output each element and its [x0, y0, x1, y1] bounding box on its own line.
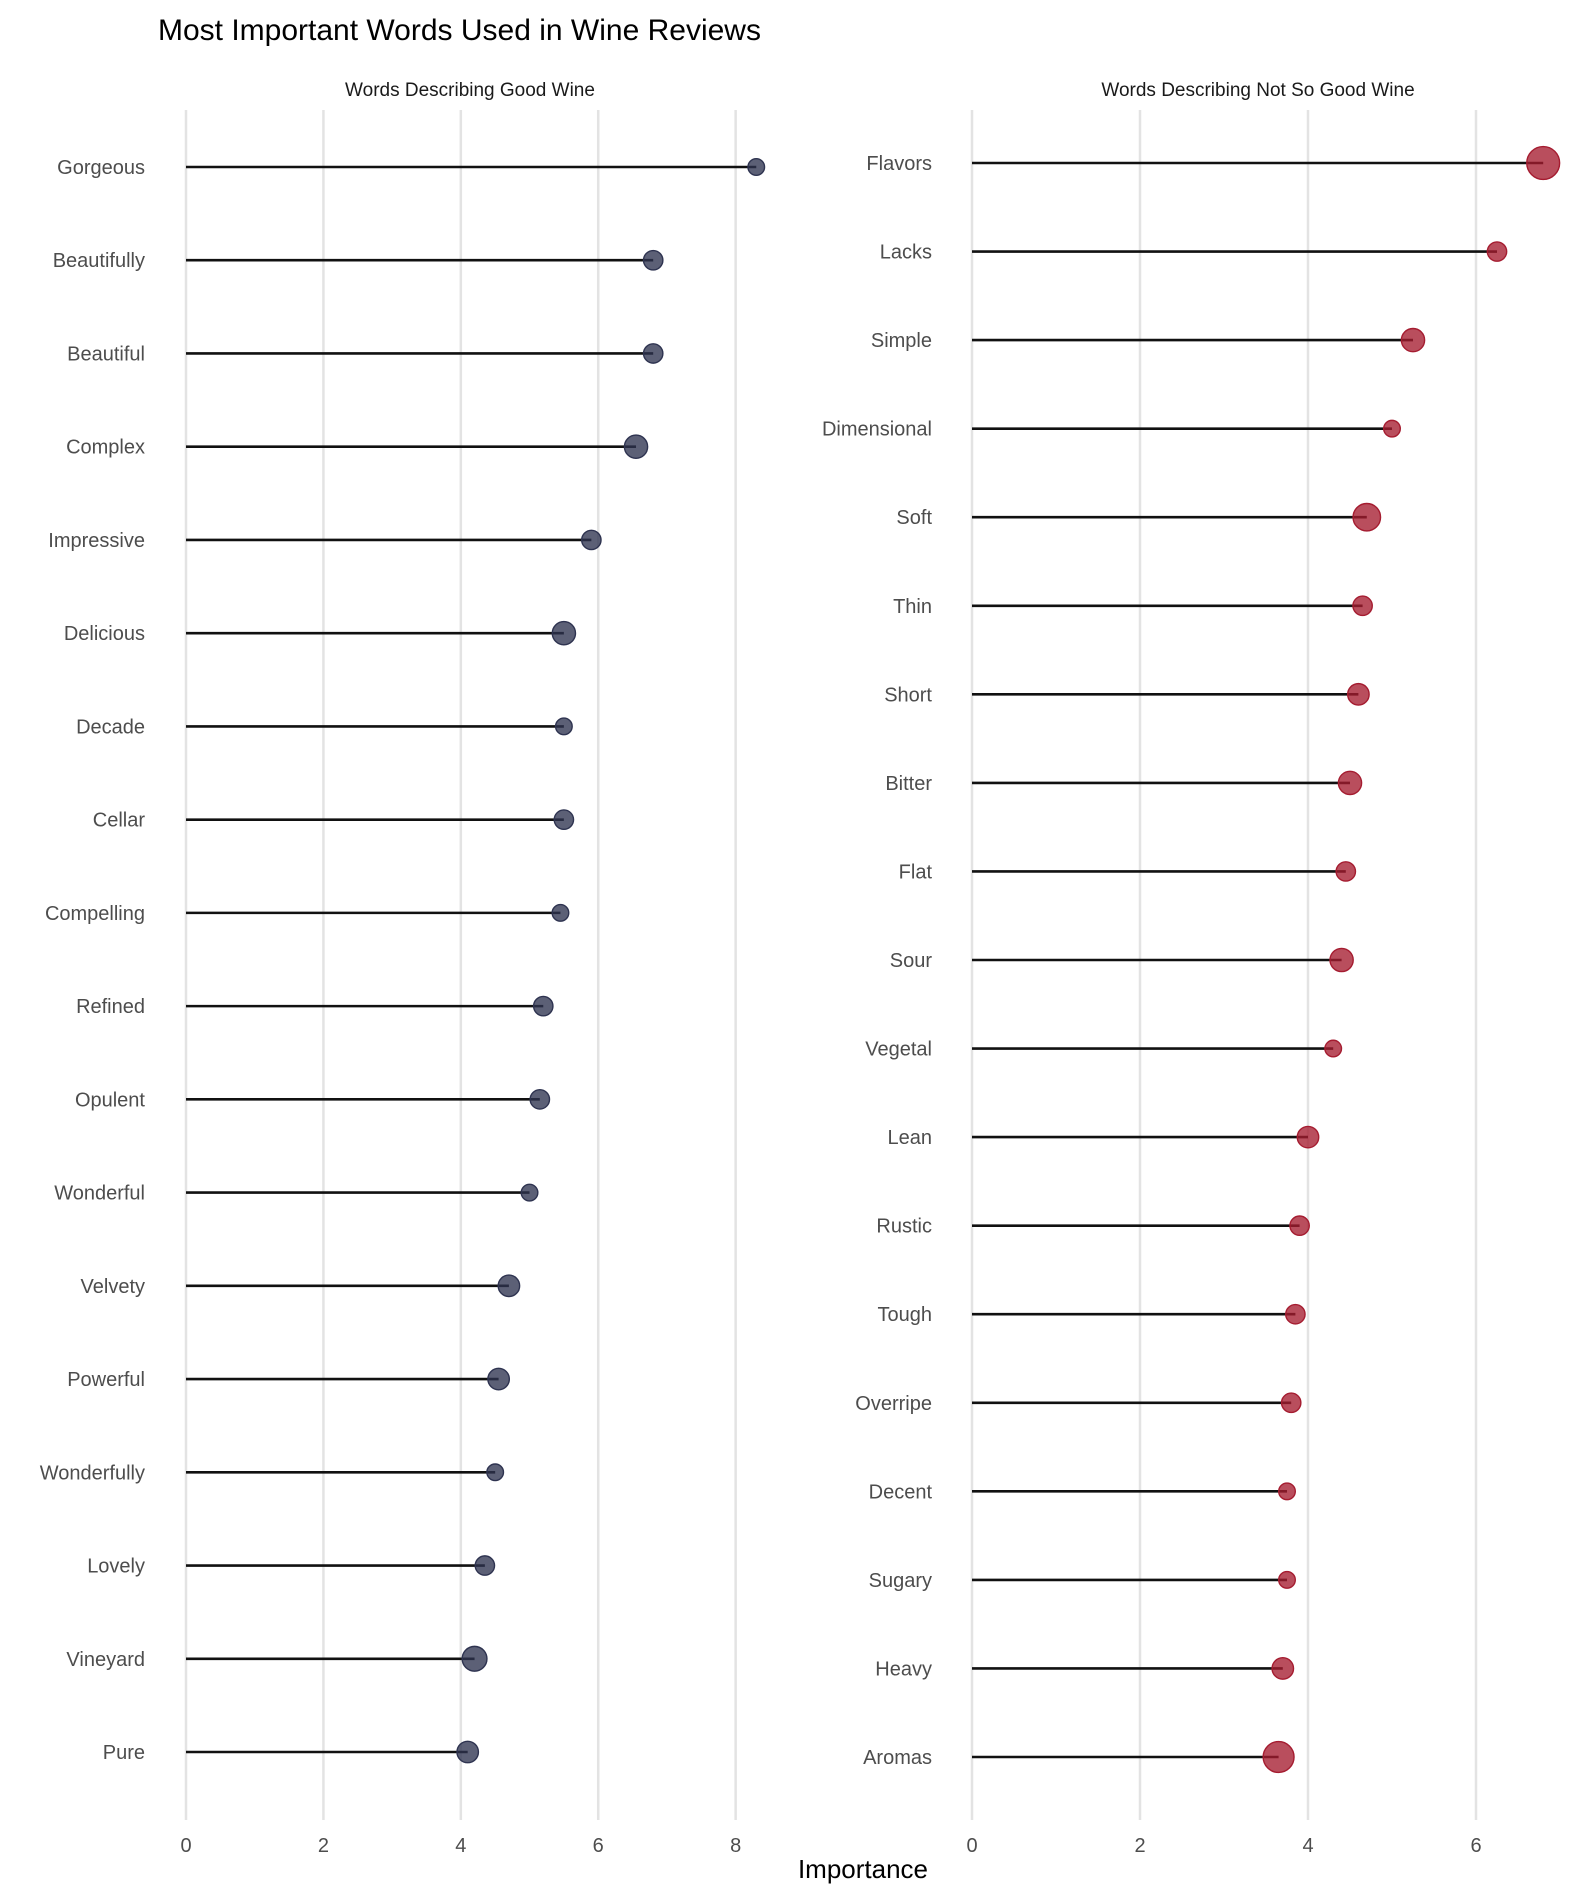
category-label: Powerful: [67, 1369, 145, 1391]
lollipop-point-pure: [456, 1740, 480, 1764]
x-tick-label: 2: [318, 1835, 329, 1857]
category-label: Flat: [899, 861, 933, 883]
category-label: Impressive: [48, 530, 145, 552]
lollipop-point-bitter: [1337, 770, 1363, 796]
lollipop-point-powerful: [487, 1367, 511, 1391]
lollipop-point-rustic: [1289, 1215, 1310, 1237]
lollipop-point-beautiful: [642, 343, 664, 364]
x-tick-label: 6: [593, 1835, 604, 1857]
x-tick-label: 6: [1470, 1835, 1481, 1857]
lollipop-point-wonderfully: [486, 1463, 505, 1482]
category-label: Opulent: [75, 1089, 145, 1111]
category-label: Lovely: [87, 1556, 145, 1578]
category-label: Tough: [878, 1304, 933, 1326]
lollipop-point-flat: [1335, 861, 1357, 882]
x-axis-title: Importance: [798, 1854, 928, 1884]
lollipop-point-heavy: [1271, 1657, 1295, 1680]
category-label: Short: [884, 684, 932, 706]
lollipop-point-complex: [623, 434, 649, 460]
lollipop-point-aromas: [1262, 1740, 1295, 1774]
category-label: Overripe: [855, 1393, 932, 1415]
x-tick-label: 4: [455, 1835, 466, 1857]
category-label: Wonderfully: [40, 1462, 145, 1484]
category-label: Heavy: [875, 1658, 932, 1680]
lollipop-point-lacks: [1486, 241, 1508, 262]
lollipop-point-refined: [532, 995, 554, 1017]
x-tick-label: 0: [966, 1835, 977, 1857]
category-label: Lacks: [880, 242, 932, 264]
lollipop-point-beautifully: [642, 249, 664, 271]
category-label: Sour: [890, 950, 933, 972]
category-label: Thin: [893, 596, 932, 618]
category-label: Velvety: [81, 1276, 145, 1298]
lollipop-point-vineyard: [461, 1645, 488, 1672]
lollipop-point-flavors: [1526, 145, 1561, 181]
category-label: Wonderful: [54, 1183, 145, 1205]
category-label: Cellar: [93, 810, 146, 832]
category-label: Beautifully: [53, 250, 145, 272]
panel-good-wine: 0 2 4 6 8 Gorgeous Beautifully Beautiful Complex…: [40, 110, 766, 1857]
lollipop-point-compelling: [551, 903, 570, 922]
panel-not-so-good-wine: 0 2 4 6 Flavors Lacks Simple Dimensional Soft Thi…: [822, 110, 1561, 1857]
lollipop-point-decent: [1277, 1482, 1296, 1501]
lollipop-point-impressive: [580, 529, 602, 551]
category-label: Complex: [66, 437, 145, 459]
category-label: Vegetal: [865, 1039, 932, 1061]
lollipop-point-sour: [1329, 947, 1354, 973]
x-tick-label: 2: [1134, 1835, 1145, 1857]
lollipop-point-overripe: [1280, 1392, 1302, 1414]
category-label: Soft: [896, 507, 932, 529]
lollipop-point-opulent: [529, 1088, 551, 1110]
category-label: Pure: [103, 1742, 145, 1764]
lollipop-point-tough: [1285, 1303, 1306, 1325]
category-label: Refined: [76, 996, 145, 1018]
category-label: Flavors: [866, 153, 932, 175]
category-label: Beautiful: [67, 343, 145, 365]
category-label: Aromas: [863, 1747, 932, 1769]
category-label: Dimensional: [822, 419, 932, 441]
lollipop-point-simple: [1400, 327, 1426, 353]
lollipop-point-lean: [1296, 1125, 1320, 1149]
lollipop-point-velvety: [497, 1274, 521, 1298]
category-label: Vineyard: [66, 1649, 145, 1671]
x-tick-label: 8: [730, 1835, 741, 1857]
lollipop-point-decade: [554, 717, 573, 736]
lollipop-point-gorgeous: [747, 157, 766, 176]
lollipop-point-dimensional: [1382, 419, 1401, 438]
category-label: Compelling: [45, 903, 145, 925]
category-label: Delicious: [64, 623, 145, 645]
category-label: Bitter: [885, 773, 932, 795]
lollipop-point-cellar: [553, 809, 575, 831]
chart-title: Most Important Words Used in Wine Review…: [158, 14, 761, 47]
category-label: Lean: [888, 1127, 933, 1149]
lollipop-point-short: [1346, 682, 1370, 706]
category-label: Decent: [869, 1481, 933, 1503]
x-tick-label: 0: [180, 1835, 191, 1857]
category-label: Decade: [76, 716, 145, 738]
x-tick-label: 4: [1302, 1835, 1313, 1857]
panel-title-not-so-good-wine: Words Describing Not So Good Wine: [1101, 80, 1414, 101]
panel-title-good-wine: Words Describing Good Wine: [345, 80, 595, 101]
lollipop-point-sugary: [1277, 1570, 1296, 1589]
category-label: Gorgeous: [57, 157, 145, 179]
lollipop-point-delicious: [551, 620, 577, 646]
lollipop-point-lovely: [474, 1555, 496, 1576]
category-label: Rustic: [876, 1216, 932, 1238]
category-label: Sugary: [869, 1570, 932, 1592]
lollipop-point-vegetal: [1324, 1039, 1343, 1058]
lollipop-point-wonderful: [520, 1183, 539, 1202]
lollipop-point-soft: [1352, 502, 1382, 532]
category-label: Simple: [871, 330, 932, 352]
lollipop-point-thin: [1352, 595, 1373, 617]
